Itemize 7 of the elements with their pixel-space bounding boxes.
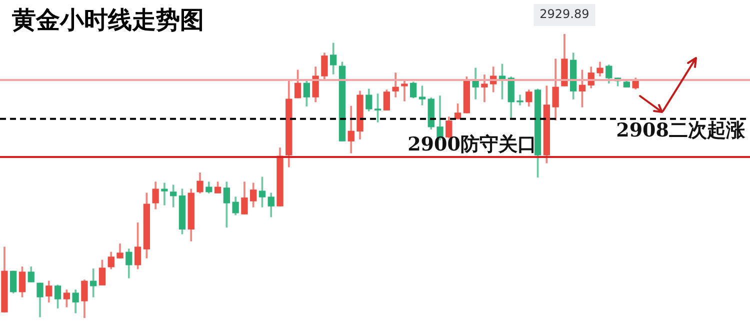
- ref-line-label: 2908二次起涨: [616, 119, 746, 142]
- ref-line-label: 2900防守关口: [408, 133, 536, 156]
- chart-title: 黄金小时线走势图: [12, 4, 204, 36]
- text: 2929.89: [540, 7, 590, 22]
- candlestick: [161, 182, 168, 206]
- candlestick: [401, 80, 408, 102]
- candlestick: [516, 94, 524, 106]
